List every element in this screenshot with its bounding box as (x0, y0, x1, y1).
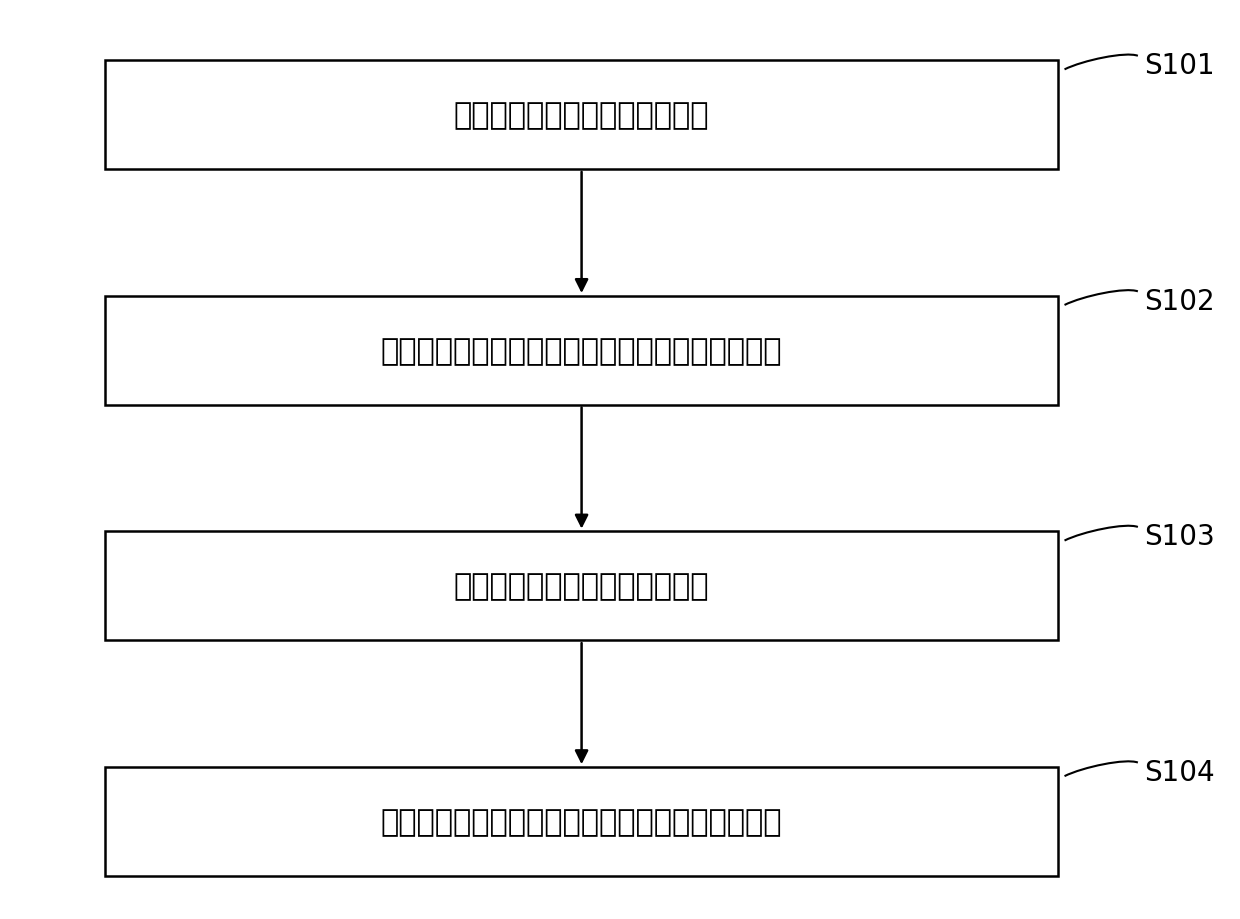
Text: S104: S104 (1145, 758, 1215, 786)
Text: 在反应腔室中通入第一前驱气体: 在反应腔室中通入第一前驱气体 (454, 101, 709, 130)
FancyBboxPatch shape (104, 297, 1059, 405)
FancyBboxPatch shape (104, 532, 1059, 641)
Text: 在反应腔室中通入第二前驱气体: 在反应腔室中通入第二前驱气体 (454, 572, 709, 601)
FancyBboxPatch shape (104, 767, 1059, 876)
FancyBboxPatch shape (104, 62, 1059, 170)
Text: 氮气吹扫未被衬底及零件表面吸附的第一前驱气体: 氮气吹扫未被衬底及零件表面吸附的第一前驱气体 (381, 336, 782, 366)
Text: S101: S101 (1145, 52, 1215, 80)
Text: 氮气吹扫未被衬底及零件表面吸附的第二前驱气体: 氮气吹扫未被衬底及零件表面吸附的第二前驱气体 (381, 807, 782, 836)
Text: S103: S103 (1145, 523, 1215, 550)
Text: S102: S102 (1145, 288, 1215, 315)
